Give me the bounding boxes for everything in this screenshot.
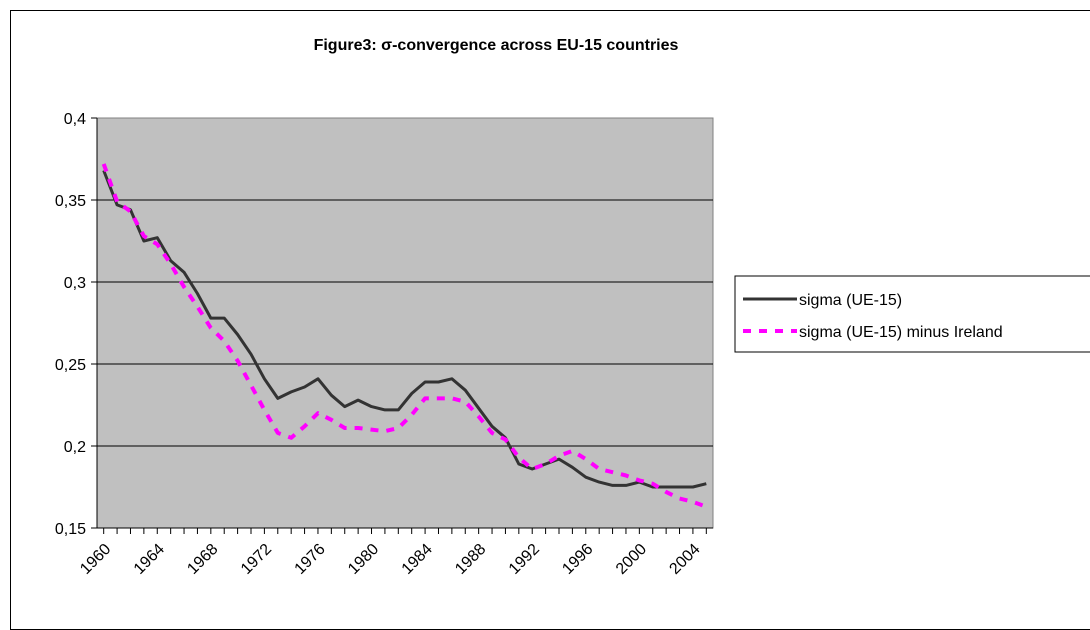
x-tick-label: 1972 — [238, 541, 275, 578]
legend-box — [734, 275, 1090, 353]
line-chart: Figure3: σ-convergence across EU-15 coun… — [55, 37, 1090, 578]
legend-label-2: sigma (UE-15) minus Ireland — [799, 324, 1003, 341]
x-tick-label: 1984 — [399, 541, 436, 578]
x-tick-label: 1964 — [131, 541, 168, 578]
x-tick-label: 1968 — [184, 541, 221, 578]
x-tick-label: 1996 — [559, 541, 596, 578]
x-tick-label: 1980 — [345, 541, 382, 578]
x-tick-label: 1988 — [452, 541, 489, 578]
x-tick-label: 1976 — [292, 541, 329, 578]
y-tick-label: 0,3 — [64, 275, 86, 292]
x-tick-label: 1960 — [77, 541, 114, 578]
plot-background — [96, 117, 714, 529]
x-tick-label: 1992 — [506, 541, 543, 578]
x-tick-label: 2004 — [666, 541, 703, 578]
y-tick-label: 0,25 — [55, 357, 86, 374]
plot-area: 0,15 0,2 0,25 0,3 0,35 0,4 1960 1964 1968 1972 197… — [55, 111, 714, 578]
y-tick-label: 0,15 — [55, 521, 86, 538]
series-line-2 — [101, 163, 707, 509]
legend-label-1: sigma (UE-15) — [799, 292, 902, 309]
series-line-1 — [102, 169, 707, 489]
y-tick-label: 0,4 — [64, 111, 86, 128]
chart-frame: Figure3: σ-convergence across EU-15 coun… — [10, 10, 1090, 630]
legend: sigma (UE-15) sigma (UE-15) minus Ireland — [734, 275, 1090, 353]
x-tick-label: 2000 — [613, 541, 650, 578]
y-tick-label: 0,35 — [55, 193, 86, 210]
y-tick-label: 0,2 — [64, 439, 86, 456]
chart-title: Figure3: σ-convergence across EU-15 coun… — [314, 37, 679, 54]
